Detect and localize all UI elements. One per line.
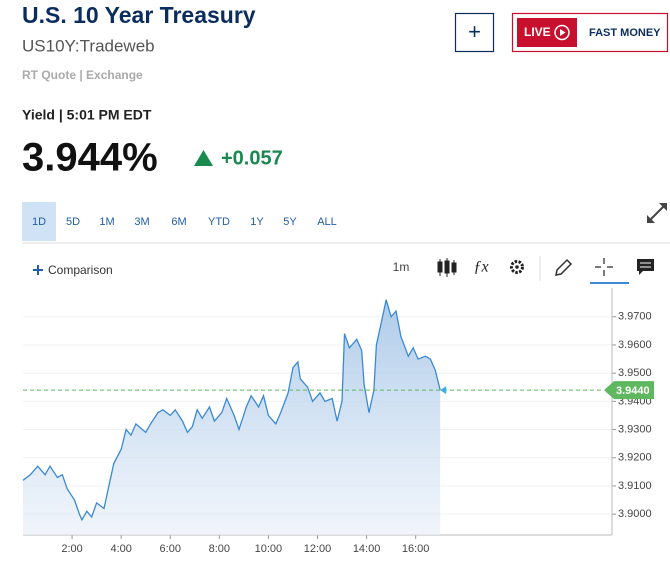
line <box>22 299 441 522</box>
title: U.S. 10 Year Treasury <box>22 2 256 28</box>
x-tick-label: 16:00 <box>402 543 430 555</box>
y-tick-label: 3.9500 <box>618 367 652 379</box>
selected-tab-bg <box>22 202 56 241</box>
fast-money-label[interactable]: FAST MONEY <box>589 27 661 39</box>
yield-time: Yield | 5:01 PM EDT <box>22 107 152 123</box>
x-tick-label: 10:00 <box>255 543 283 555</box>
symbol: US10Y:Tradeweb <box>22 36 155 55</box>
y-tick-label: 3.9100 <box>618 480 652 492</box>
y-tick-label: 3.9600 <box>618 339 652 351</box>
settings-icon[interactable] <box>510 260 524 274</box>
x-tick-label: 8:00 <box>209 543 230 555</box>
y-tick-label: 3.9200 <box>618 452 652 464</box>
tab[interactable]: 1D <box>32 216 46 228</box>
tab[interactable]: 1Y <box>250 216 264 228</box>
current-tag <box>604 381 654 400</box>
x-tick-label: 4:00 <box>110 543 131 555</box>
tab[interactable]: 5D <box>66 216 80 228</box>
y-tick-label: 3.9300 <box>618 423 652 435</box>
area <box>23 299 441 535</box>
tab[interactable]: 1M <box>99 216 114 228</box>
comparison-label[interactable]: Comparison <box>48 263 113 277</box>
x-tick-label: 2:00 <box>61 543 82 555</box>
live-button[interactable]: LIVE FAST MONEY <box>511 12 669 53</box>
x-tick-label: 12:00 <box>304 543 332 555</box>
x-tick-label: 14:00 <box>353 543 381 555</box>
candle-icon[interactable] <box>437 258 457 277</box>
interval[interactable]: 1m <box>393 260 410 274</box>
tab[interactable]: YTD <box>208 216 230 228</box>
comment-icon[interactable] <box>637 259 654 275</box>
comparison-button[interactable]: Comparison <box>33 263 113 277</box>
last-point <box>440 386 447 395</box>
up-arrow <box>194 150 213 166</box>
current-label: 3.9440 <box>616 385 650 397</box>
expand-icon[interactable] <box>647 203 667 223</box>
chart: 3.90003.91003.92003.93003.94003.95003.96… <box>22 288 654 555</box>
quote-source: RT Quote | Exchange <box>22 68 143 82</box>
price: 3.944% <box>22 136 158 180</box>
crosshair-icon[interactable] <box>595 258 613 276</box>
tabs: 1D 5D 1M 3M 6M YTD 1Y 5Y ALL <box>22 202 337 241</box>
change: +0.057 <box>221 147 283 169</box>
add-button[interactable]: + <box>454 12 495 53</box>
y-tick-label: 3.9700 <box>618 311 652 323</box>
tab[interactable]: 3M <box>134 216 149 228</box>
fx-icon[interactable]: ƒx <box>473 259 488 276</box>
live-label[interactable]: LIVE <box>524 25 551 39</box>
y-tick-label: 3.9000 <box>618 508 652 520</box>
pencil-icon[interactable] <box>555 258 573 276</box>
add-label[interactable]: + <box>468 19 481 44</box>
tab[interactable]: 6M <box>171 216 186 228</box>
x-tick-label: 6:00 <box>160 543 181 555</box>
tab[interactable]: 5Y <box>283 216 297 228</box>
tab[interactable]: ALL <box>317 216 337 228</box>
